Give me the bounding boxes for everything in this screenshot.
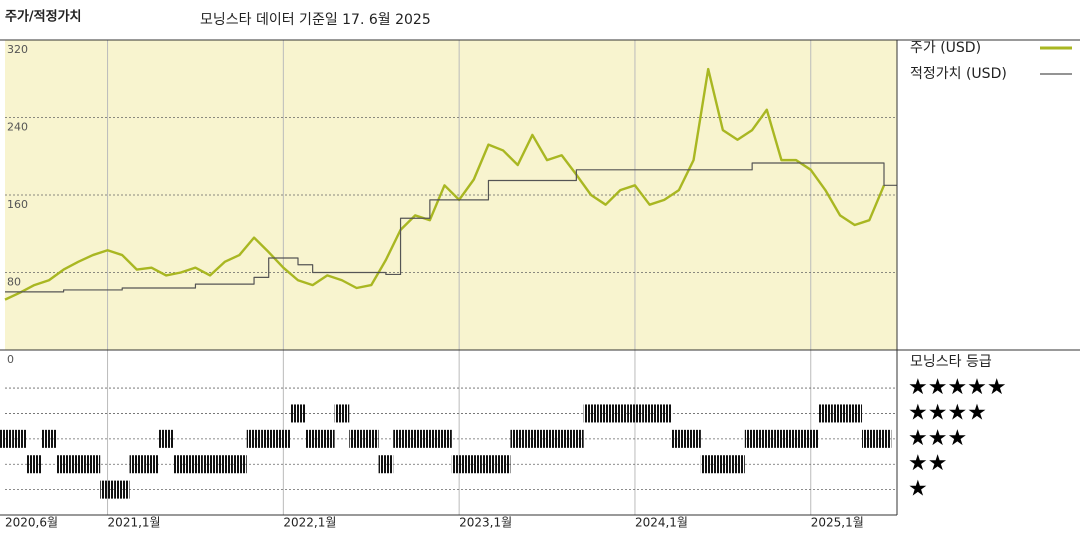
rating-mark [598,404,613,423]
rating-mark [246,429,262,448]
rating-mark [539,429,555,448]
rating-mark [671,429,687,448]
rating-mark [363,429,379,448]
rating-mark [451,455,467,474]
chart-subtitle: 모닝스타 데이터 기준일 17. 6월 2025 [200,12,431,28]
rating-mark [114,480,130,499]
rating-mark [525,429,540,448]
rating-mark [276,429,291,448]
x-tick-label: 2024,1월 [635,516,688,530]
x-tick-label: 2023,1월 [459,516,512,530]
rating-mark [158,429,174,448]
y-tick-label: ★★★★★ [908,375,1007,400]
x-tick-label: 2025,1월 [811,516,864,530]
rating-mark [437,429,452,448]
rating-mark [129,455,145,474]
rating-mark [774,429,789,448]
rating-mark [56,455,71,474]
legend-label: 적정가치 (USD) [910,66,1007,82]
rating-mark [41,429,57,448]
rating-mark [744,429,760,448]
rating-mark [803,429,819,448]
rating-mark [627,404,643,423]
rating-mark [569,429,584,448]
rating-mark [466,455,482,474]
rating-mark [349,429,364,448]
rating-mark [217,455,233,474]
rating-mark [100,480,115,499]
rating-mark [481,455,496,474]
x-tick-label: 2022,1월 [283,516,336,530]
rating-mark [832,404,848,423]
rating-mark [70,455,86,474]
y-tick-label: 160 [7,198,28,211]
rating-mark [583,404,599,423]
rating-mark [818,404,833,423]
chart-title: 주가/적정가치 [5,9,82,25]
rating-mark [862,429,877,448]
legend-label: 주가 (USD) [910,40,981,56]
rating-mark [510,429,526,448]
rating-mark [378,455,394,474]
rating-mark [173,455,189,474]
rating-mark [26,455,42,474]
series-line [4,67,886,301]
rating-mark [554,429,570,448]
rating-mark [202,455,218,474]
rating-mark [759,429,775,448]
rating-mark [495,455,511,474]
rating-mark [700,455,716,474]
rating-mark [319,429,335,448]
y-tick-label: ★★ [908,451,947,476]
rating-mark [188,455,203,474]
rating-mark [393,429,408,448]
rating-title: 모닝스타 등급 [910,354,992,370]
y-tick-label: 80 [7,276,21,289]
rating-mark [730,455,745,474]
rating-mark [876,429,892,448]
rating-mark [642,404,657,423]
rating-mark [612,404,628,423]
rating-mark [847,404,863,423]
rating-mark [686,429,701,448]
rating-mark [407,429,423,448]
rating-mark [12,429,27,448]
y-tick-label: 0 [7,353,14,366]
rating-mark [788,429,804,448]
rating-mark [422,429,438,448]
rating-mark [261,429,277,448]
rating-mark [290,404,306,423]
y-tick-label: ★★★ [908,426,967,451]
rating-mark [715,455,731,474]
x-tick-label: 2020,6월 [5,516,58,530]
y-tick-label: ★★★★ [908,400,987,425]
rating-mark [305,429,320,448]
rating-mark [334,404,350,423]
rating-mark [656,404,672,423]
rating-mark [85,455,101,474]
y-tick-label: 320 [7,43,28,56]
x-tick-label: 2021,1월 [108,516,161,530]
rating-mark [0,429,13,448]
y-tick-label: ★ [908,477,928,502]
rating-mark [144,455,159,474]
y-tick-label: 240 [7,121,28,134]
rating-mark [232,455,247,474]
series-line [5,162,897,293]
